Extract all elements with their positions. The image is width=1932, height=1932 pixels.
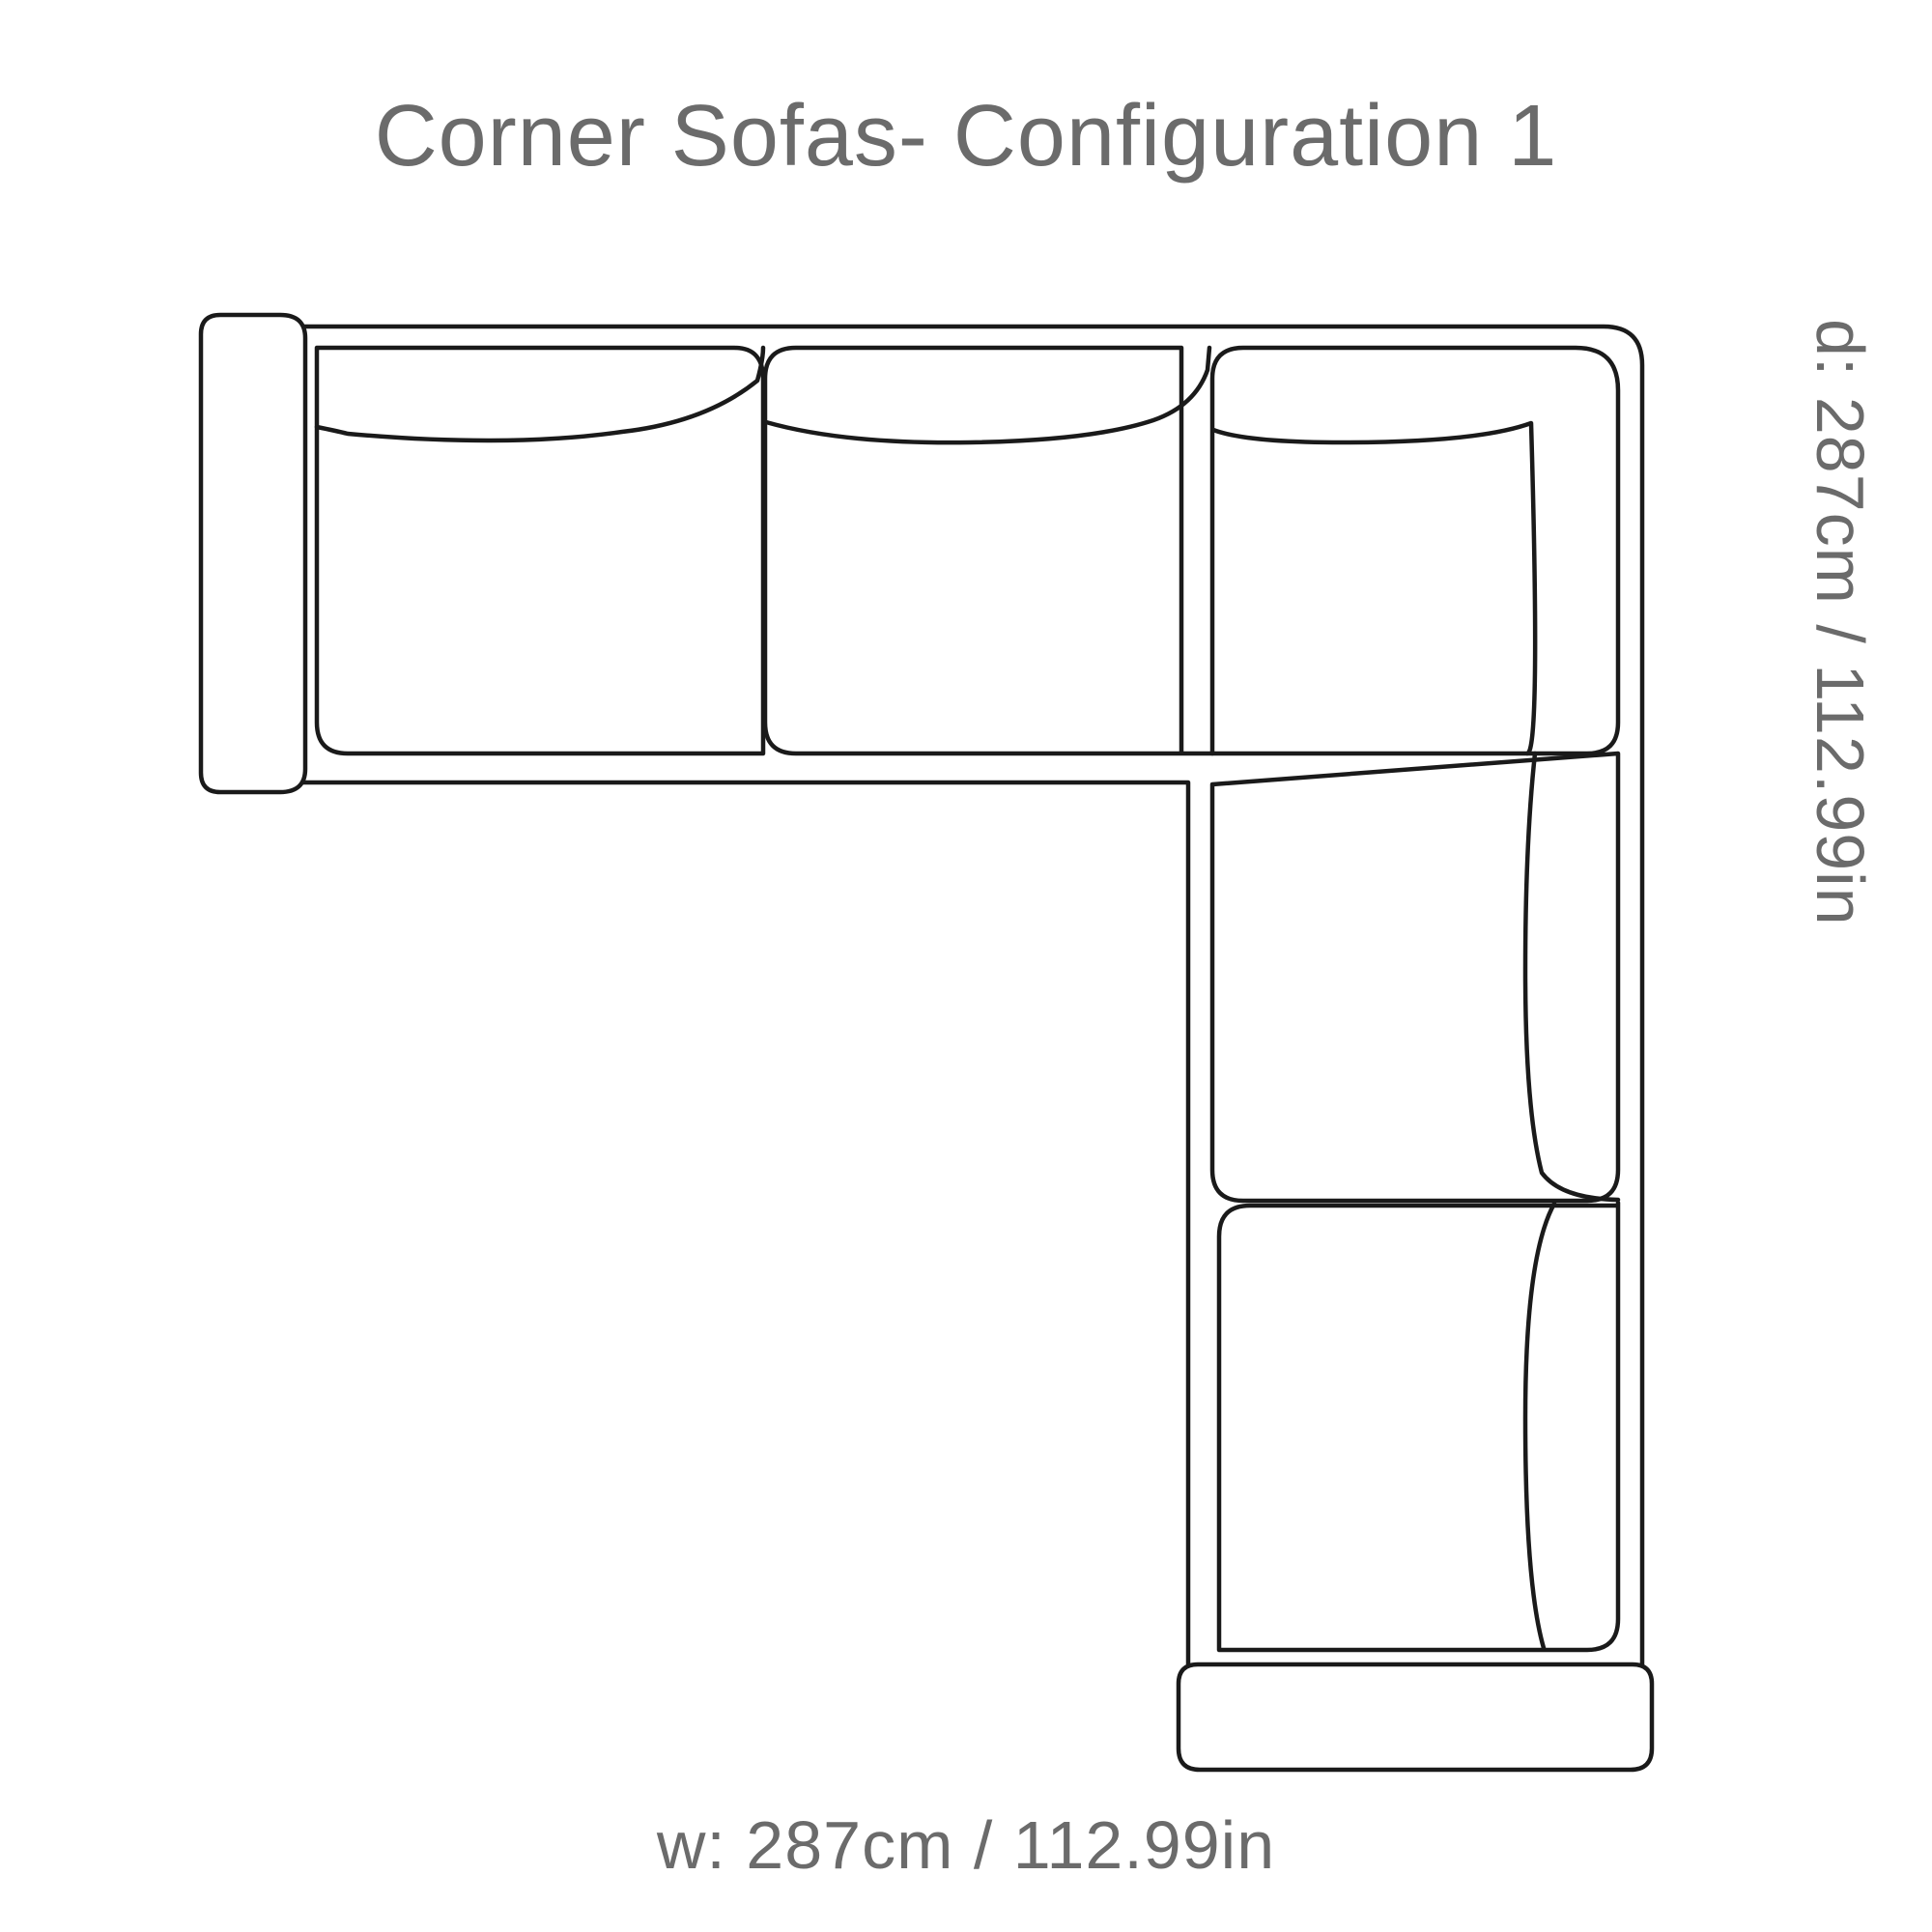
sofa-path bbox=[765, 348, 1212, 753]
sofa-path bbox=[1212, 348, 1618, 753]
depth-dimension-label: d: 287cm / 112.99in bbox=[1802, 319, 1879, 926]
sofa-outline bbox=[201, 315, 1652, 1770]
sofa-diagram bbox=[184, 309, 1662, 1787]
sofa-path bbox=[201, 315, 305, 792]
sofa-path bbox=[1179, 1664, 1652, 1770]
width-dimension-label: w: 287cm / 112.99in bbox=[0, 1806, 1932, 1884]
sofa-path bbox=[1219, 1203, 1618, 1650]
sofa-path bbox=[1212, 753, 1618, 1201]
sofa-path bbox=[317, 348, 763, 753]
diagram-title: Corner Sofas- Configuration 1 bbox=[0, 87, 1932, 186]
